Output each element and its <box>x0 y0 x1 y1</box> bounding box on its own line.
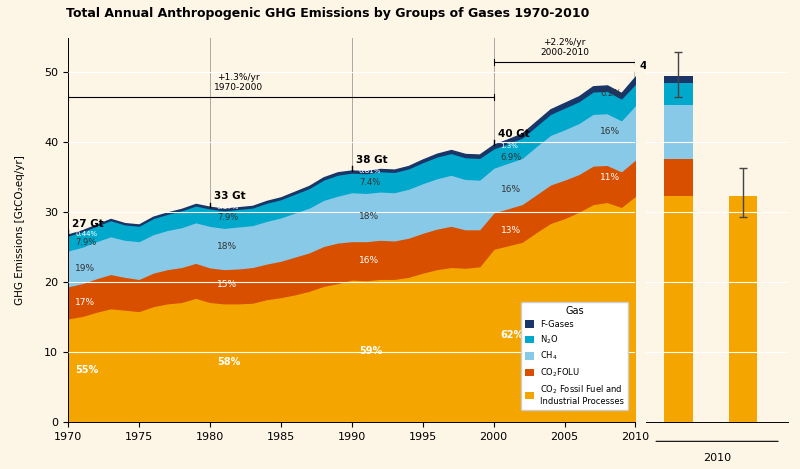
Text: 38 Gt: 38 Gt <box>356 155 388 165</box>
Text: 2010: 2010 <box>703 453 731 463</box>
Text: 0.44%: 0.44% <box>75 231 98 237</box>
Bar <box>664 105 693 159</box>
Text: 33 Gt: 33 Gt <box>214 191 246 201</box>
Text: 6.2%: 6.2% <box>600 90 622 98</box>
Text: 15%: 15% <box>217 280 237 289</box>
Bar <box>664 83 693 105</box>
Text: 7.4%: 7.4% <box>359 178 380 187</box>
Text: 13%: 13% <box>501 226 521 235</box>
Text: 6.9%: 6.9% <box>501 153 522 162</box>
Text: 65%: 65% <box>558 304 581 314</box>
Text: 58%: 58% <box>217 357 240 367</box>
Text: 11%: 11% <box>600 173 620 182</box>
Text: +2.2%/yr
2000-2010: +2.2%/yr 2000-2010 <box>540 38 589 57</box>
Text: 49 Gt: 49 Gt <box>640 61 671 71</box>
Text: 55%: 55% <box>75 365 98 375</box>
Text: Total Annual Anthropogenic GHG Emissions by Groups of Gases 1970-2010: Total Annual Anthropogenic GHG Emissions… <box>66 7 590 20</box>
Text: 16%: 16% <box>501 185 521 195</box>
Text: 59%: 59% <box>359 346 382 356</box>
Text: 16%: 16% <box>600 128 620 136</box>
Text: 7.9%: 7.9% <box>75 238 96 247</box>
Text: 62%: 62% <box>501 330 524 340</box>
Text: 17%: 17% <box>75 298 95 307</box>
Text: 18%: 18% <box>217 242 237 251</box>
Text: 19%: 19% <box>75 264 95 273</box>
Text: 27 Gt: 27 Gt <box>72 219 104 229</box>
Bar <box>729 196 757 422</box>
Text: 7.9%: 7.9% <box>217 212 238 221</box>
Legend: F-Gases, N$_2$O, CH$_4$, CO$_2$FOLU, CO$_2$ Fossil Fuel and
Industrial Processes: F-Gases, N$_2$O, CH$_4$, CO$_2$FOLU, CO$… <box>521 302 629 410</box>
Text: 0.81%: 0.81% <box>359 168 382 174</box>
Text: 18%: 18% <box>359 212 379 221</box>
Text: 16%: 16% <box>359 256 379 265</box>
Text: 0.67%: 0.67% <box>217 204 239 210</box>
Text: 40 Gt: 40 Gt <box>498 129 530 139</box>
Y-axis label: GHG Emissions [GtCO₂eq/yr]: GHG Emissions [GtCO₂eq/yr] <box>15 155 26 305</box>
Bar <box>664 196 693 422</box>
Bar <box>664 76 693 83</box>
Text: 2.0%: 2.0% <box>600 77 618 83</box>
Text: +1.3%/yr
1970-2000: +1.3%/yr 1970-2000 <box>214 73 263 92</box>
Text: 1.3%: 1.3% <box>501 143 518 149</box>
Bar <box>664 159 693 196</box>
